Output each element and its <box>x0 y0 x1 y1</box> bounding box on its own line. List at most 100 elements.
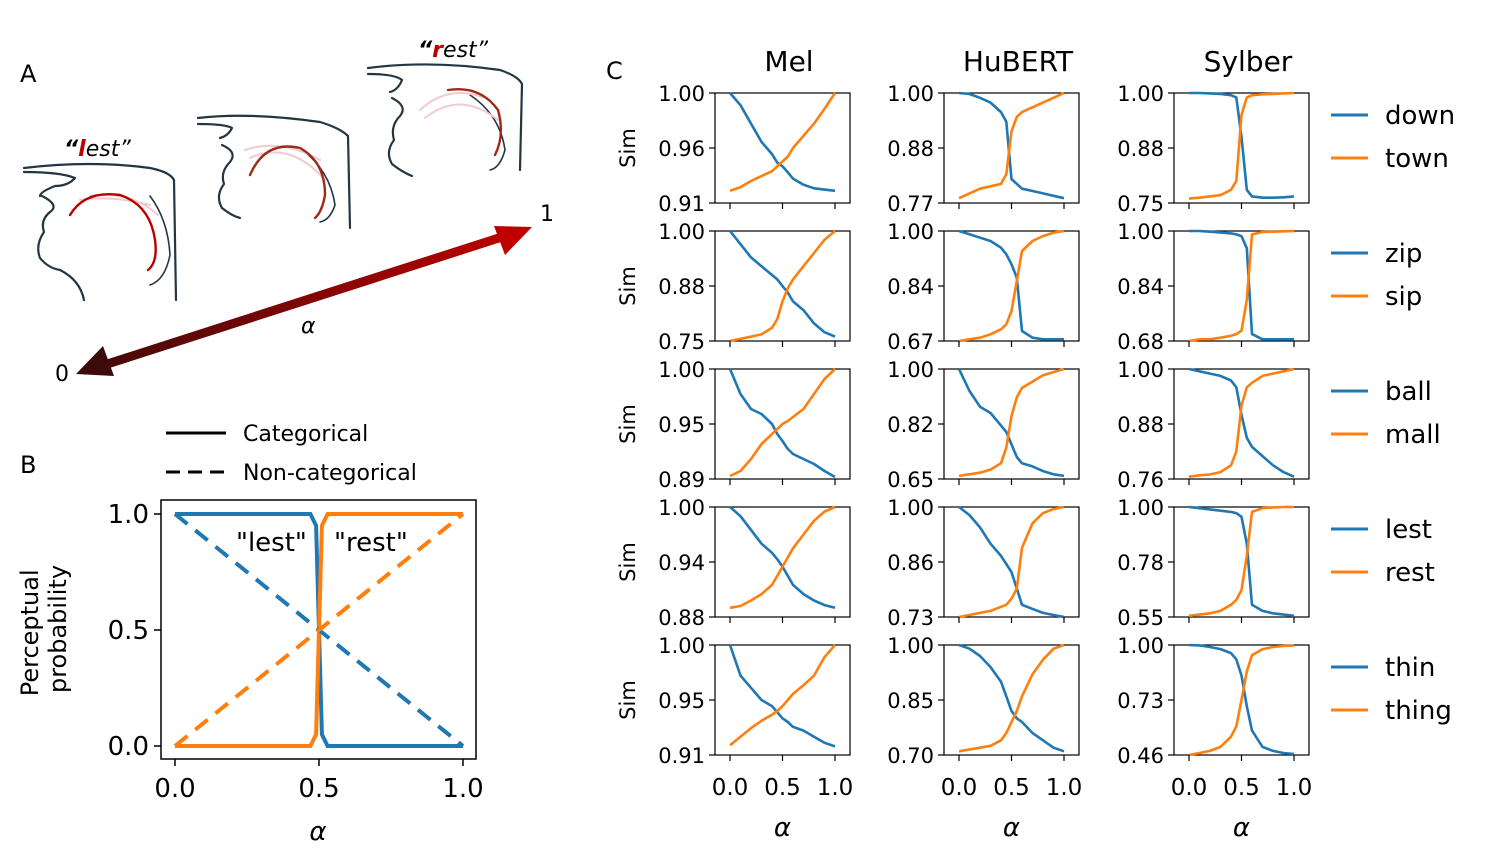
cell-line-orange <box>729 368 836 478</box>
legend-label: zip <box>1385 239 1422 269</box>
cell-xtick-label: 1.0 <box>817 775 854 801</box>
cell-ytick-label: 0.73 <box>1117 689 1164 713</box>
cell-hubert-zip: 1.00 0.84 0.67 <box>887 220 1080 354</box>
cell-xlabel: α <box>774 813 791 843</box>
panel-b-xtick-label: 0.5 <box>298 774 339 804</box>
cell-line-orange <box>1188 367 1295 478</box>
cell-line-orange <box>1188 91 1295 200</box>
word-label-rest: “rest” <box>418 38 489 63</box>
panel-b: B Categorical Non-categorical 0.00.00.50… <box>16 422 484 847</box>
cell-ytick-label: 0.91 <box>658 744 705 768</box>
cell-ytick-label: 1.00 <box>1117 220 1164 244</box>
panel-b-series-rest-non-categorical <box>173 512 465 748</box>
cell-line-orange <box>958 91 1065 200</box>
column-title-mel: Mel <box>764 45 813 78</box>
panel-b-ylabel-line2: probability <box>44 565 72 693</box>
cell-line-blue <box>1188 505 1295 618</box>
row-legend-down: down town <box>1331 101 1455 174</box>
cell-line-blue <box>958 505 1065 619</box>
row-ylabel-sim: Sim <box>616 128 640 168</box>
panel-c-label: C <box>606 57 623 85</box>
annotation-rest: "rest" <box>334 528 408 558</box>
panel-b-xtick-label: 0.0 <box>154 774 195 804</box>
cell-line-blue <box>1188 367 1295 478</box>
legend-label: ball <box>1385 377 1432 407</box>
cell-ytick-label: 0.55 <box>1117 606 1164 630</box>
legend-dashed-label: Non-categorical <box>243 461 417 486</box>
cell-line-blue <box>729 92 836 193</box>
cell-ytick-label: 1.00 <box>887 496 934 520</box>
alpha-arrow-head-end <box>494 226 532 255</box>
cell-ytick-label: 0.68 <box>1117 330 1164 354</box>
cell-line-orange <box>958 505 1065 619</box>
cell-sylber-lest: 1.00 0.78 0.55 <box>1117 496 1310 630</box>
cell-frame <box>943 230 1080 342</box>
alpha-arrow-shaft <box>96 231 507 372</box>
legend-label: rest <box>1385 558 1435 588</box>
cell-line-blue <box>1189 229 1294 341</box>
cell-line-blue <box>958 643 1065 753</box>
cell-ytick-label: 0.73 <box>887 606 934 630</box>
panel-b-xlabel: α <box>309 817 326 847</box>
vocal-tract-sketch-rest <box>366 63 524 178</box>
cell-hubert-ball: 1.00 0.82 0.65 <box>887 358 1080 492</box>
cell-line-orange <box>729 505 836 610</box>
row-ylabel-sim: Sim <box>616 542 640 582</box>
cell-ytick-label: 0.84 <box>887 275 934 299</box>
cell-line-orange <box>1188 505 1294 618</box>
cell-line-blue <box>728 230 836 338</box>
cell-ytick-label: 0.46 <box>1117 744 1164 768</box>
cell-hubert-down: 1.00 0.88 0.77 <box>887 82 1080 216</box>
panel-b-ytick-label: 1.0 <box>108 500 149 530</box>
cell-ytick-label: 0.75 <box>658 330 705 354</box>
cell-xtick-label: 0.0 <box>941 775 978 801</box>
row-ylabel-sim: Sim <box>616 404 640 444</box>
cell-line-blue <box>728 644 836 748</box>
cell-hubert-thin: 1.00 0.85 0.70 0.0 0.5 1.0 α <box>887 634 1082 843</box>
cell-line-orange <box>1188 229 1295 343</box>
row-legend-zip: zip sip <box>1331 239 1422 312</box>
cell-line-orange <box>958 643 1065 753</box>
panel-b-plot: 0.00.0 0.5 0.5 1.0 1.0 "lest" "rest" α Perce… <box>16 499 484 847</box>
vocal-tract-sketch-mid <box>196 114 352 230</box>
cell-sylber-ball: 1.00 0.88 0.76 <box>1117 358 1310 492</box>
cell-line-blue <box>958 91 1065 200</box>
cell-xtick-label: 0.5 <box>764 775 801 801</box>
cell-ytick-label: 1.00 <box>1117 634 1164 658</box>
cell-sylber-thin: 1.00 0.73 0.46 0.0 0.5 1.0 α <box>1117 634 1312 843</box>
cell-ytick-label: 0.88 <box>1117 137 1164 161</box>
cell-line-orange <box>1188 644 1295 757</box>
cell-ytick-label: 1.00 <box>1117 358 1164 382</box>
cell-frame <box>943 92 1080 204</box>
panel-a: A “lest” “rest” <box>20 38 554 387</box>
cell-xtick-label: 1.0 <box>1276 775 1313 801</box>
annotation-lest: "lest" <box>236 528 307 558</box>
cell-xtick-label: 0.5 <box>1223 775 1260 801</box>
legend-label: down <box>1385 101 1455 131</box>
cell-xlabel: α <box>1003 813 1020 843</box>
cell-line-orange <box>729 644 836 747</box>
cell-ytick-label: 0.95 <box>658 413 705 437</box>
cell-ytick-label: 0.65 <box>887 468 934 492</box>
cell-ytick-label: 1.00 <box>1117 82 1164 106</box>
cell-line-blue <box>957 368 1065 478</box>
cell-mel-zip: 1.00 0.88 0.75 <box>658 220 851 354</box>
cell-ytick-label: 1.00 <box>658 496 705 520</box>
panel-b-ytick-label: 0.5 <box>108 616 149 646</box>
cell-ytick-label: 0.70 <box>887 744 934 768</box>
cell-ytick-label: 0.88 <box>658 606 705 630</box>
legend-solid-label: Categorical <box>243 422 368 447</box>
cell-frame <box>943 644 1080 756</box>
cell-line-blue <box>1189 91 1295 199</box>
alpha-arrow-axis-label: α <box>301 314 316 339</box>
cell-xtick-label: 0.0 <box>712 775 749 801</box>
panel-b-xtick-label: 1.0 <box>442 774 483 804</box>
panel-b-ytick-label: 0.0 <box>108 732 149 762</box>
panel-b-ylabel-line1: Perceptual <box>16 569 44 696</box>
cell-ytick-label: 0.91 <box>658 192 705 216</box>
alpha-arrow: 1 0 α <box>55 202 554 387</box>
alpha-arrow-head-start <box>76 346 114 376</box>
legend-label: sip <box>1385 282 1422 312</box>
cell-line-orange <box>729 230 836 343</box>
cell-ytick-label: 1.00 <box>658 82 705 106</box>
